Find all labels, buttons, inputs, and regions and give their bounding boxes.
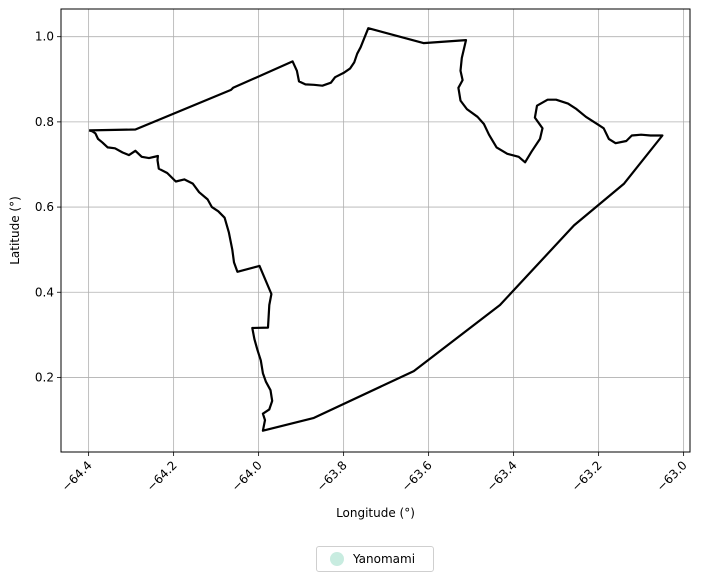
y-tick-label: 0.2 <box>35 370 54 384</box>
legend-label: Yanomami <box>353 552 416 566</box>
boundary-layer <box>88 27 664 432</box>
x-tick-label: −64.2 <box>144 458 180 494</box>
tick-layer: −64.4 −64.2 −64.0 −63.8 −63.6 −63.4 −63.2 −63.0… <box>35 30 690 494</box>
territory-boundary <box>88 27 664 432</box>
x-axis-label: Longitude (°) <box>336 506 415 520</box>
y-tick-label: 0.8 <box>35 115 54 129</box>
x-tick-label: −63.0 <box>654 458 690 494</box>
y-tick-label: 1.0 <box>35 30 54 44</box>
x-tick-label: −63.4 <box>484 458 520 494</box>
legend-swatch-icon <box>330 552 344 566</box>
plot-frame <box>60 8 691 453</box>
gridlines <box>61 9 690 452</box>
y-axis-label: Latitude (°) <box>8 196 22 265</box>
x-tick-label: −63.2 <box>569 458 605 494</box>
x-tick-label: −64.4 <box>59 458 95 494</box>
y-tick-label: 0.4 <box>35 285 54 299</box>
x-tick-label: −63.6 <box>399 458 435 494</box>
x-tick-label: −64.0 <box>229 458 265 494</box>
y-tick-label: 0.6 <box>35 200 54 214</box>
x-tick-label: −63.8 <box>314 458 350 494</box>
legend: Yanomami <box>316 546 434 572</box>
